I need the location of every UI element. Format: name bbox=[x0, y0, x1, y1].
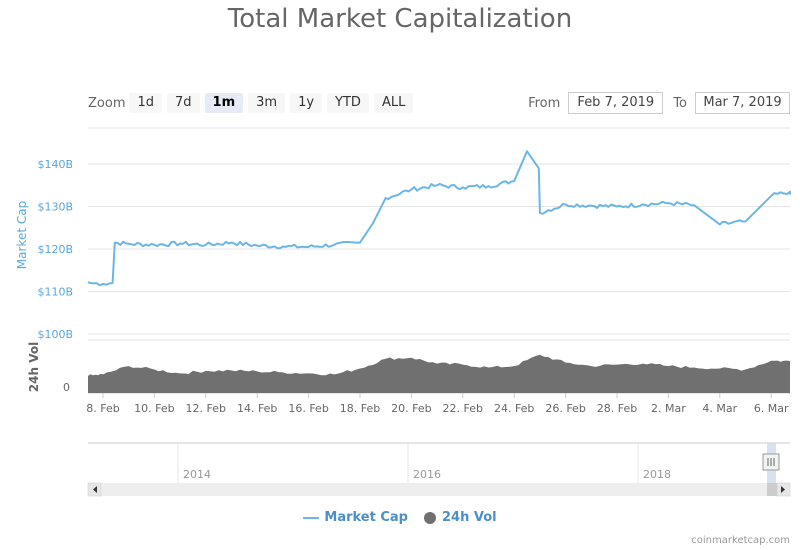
x-tick-label: 28. Feb bbox=[597, 402, 637, 415]
navigator-year-2016: 2016 bbox=[413, 468, 441, 481]
x-tick-label: 10. Feb bbox=[134, 402, 174, 415]
zoom-7d-button[interactable]: 7d bbox=[167, 93, 200, 113]
navigator-year-2014: 2014 bbox=[183, 468, 211, 481]
zoom-3m-button[interactable]: 3m bbox=[248, 93, 286, 113]
volume-area bbox=[88, 354, 790, 393]
date-range: From Feb 7, 2019 To Mar 7, 2019 bbox=[528, 92, 790, 114]
to-date-input[interactable]: Mar 7, 2019 bbox=[695, 92, 790, 114]
market-cap-chart: $100B $110B $120B $130B $140B Market Cap 24h… bbox=[15, 127, 791, 497]
scroll-left-arrow-icon bbox=[93, 486, 97, 493]
y-tick-label: $140B bbox=[37, 158, 73, 171]
zoom-1d-button[interactable]: 1d bbox=[129, 93, 163, 113]
zoom-1m-button[interactable]: 1m bbox=[204, 93, 244, 113]
x-tick-label: 18. Feb bbox=[340, 402, 380, 415]
legend-line-icon bbox=[303, 516, 320, 519]
volume-zero-tick: 0 bbox=[63, 381, 70, 394]
x-tick-label: 6. Mar bbox=[754, 402, 789, 415]
credit-text: coinmarketcap.com bbox=[691, 535, 790, 546]
scroll-thumb[interactable] bbox=[767, 483, 777, 496]
navigator-handle[interactable] bbox=[762, 453, 780, 471]
navigator-year-2018: 2018 bbox=[643, 468, 671, 481]
volume-axis-label: 24h Vol bbox=[27, 342, 41, 392]
to-label: To bbox=[673, 95, 687, 111]
y-tick-label: $120B bbox=[37, 243, 73, 256]
from-date-input[interactable]: Feb 7, 2019 bbox=[568, 92, 664, 114]
y-tick-label: $100B bbox=[37, 328, 73, 341]
y-tick-label: $110B bbox=[37, 286, 73, 299]
scroll-right-arrow-icon bbox=[781, 486, 785, 493]
x-tick-label: 4. Mar bbox=[702, 402, 737, 415]
legend: Market Cap 24h Vol bbox=[0, 510, 800, 525]
x-tick-label: 22. Feb bbox=[443, 402, 483, 415]
y-axis-label: Market Cap bbox=[15, 201, 29, 269]
legend-volume-label: 24h Vol bbox=[441, 510, 497, 525]
from-label: From bbox=[528, 95, 561, 111]
zoom-ytd-button[interactable]: YTD bbox=[327, 93, 369, 113]
legend-market-cap-label: Market Cap bbox=[324, 510, 408, 525]
navigator-scrollbar[interactable] bbox=[88, 483, 790, 496]
chart-title: Total Market Capitalization bbox=[227, 4, 573, 34]
y-tick-label: $130B bbox=[37, 201, 73, 214]
x-tick-label: 20. Feb bbox=[391, 402, 431, 415]
legend-dot-icon bbox=[423, 511, 436, 524]
x-tick-label: 8. Feb bbox=[86, 402, 119, 415]
navigator[interactable]: 2014 2016 2018 bbox=[87, 442, 791, 497]
x-tick-label: 24. Feb bbox=[494, 402, 534, 415]
legend-volume[interactable]: 24h Vol bbox=[423, 510, 497, 525]
x-tick-label: 12. Feb bbox=[186, 402, 226, 415]
x-tick-label: 14. Feb bbox=[237, 402, 277, 415]
zoom-controls: Zoom 1d 7d 1m 3m 1y YTD ALL bbox=[88, 93, 418, 113]
zoom-1y-button[interactable]: 1y bbox=[290, 93, 323, 113]
legend-market-cap[interactable]: Market Cap bbox=[303, 510, 408, 525]
x-tick-label: 16. Feb bbox=[288, 402, 328, 415]
zoom-label: Zoom bbox=[88, 95, 126, 111]
x-tick-label: 26. Feb bbox=[545, 402, 585, 415]
x-tick-label: 2. Mar bbox=[651, 402, 686, 415]
zoom-all-button[interactable]: ALL bbox=[373, 93, 414, 113]
market-cap-line bbox=[87, 150, 791, 287]
